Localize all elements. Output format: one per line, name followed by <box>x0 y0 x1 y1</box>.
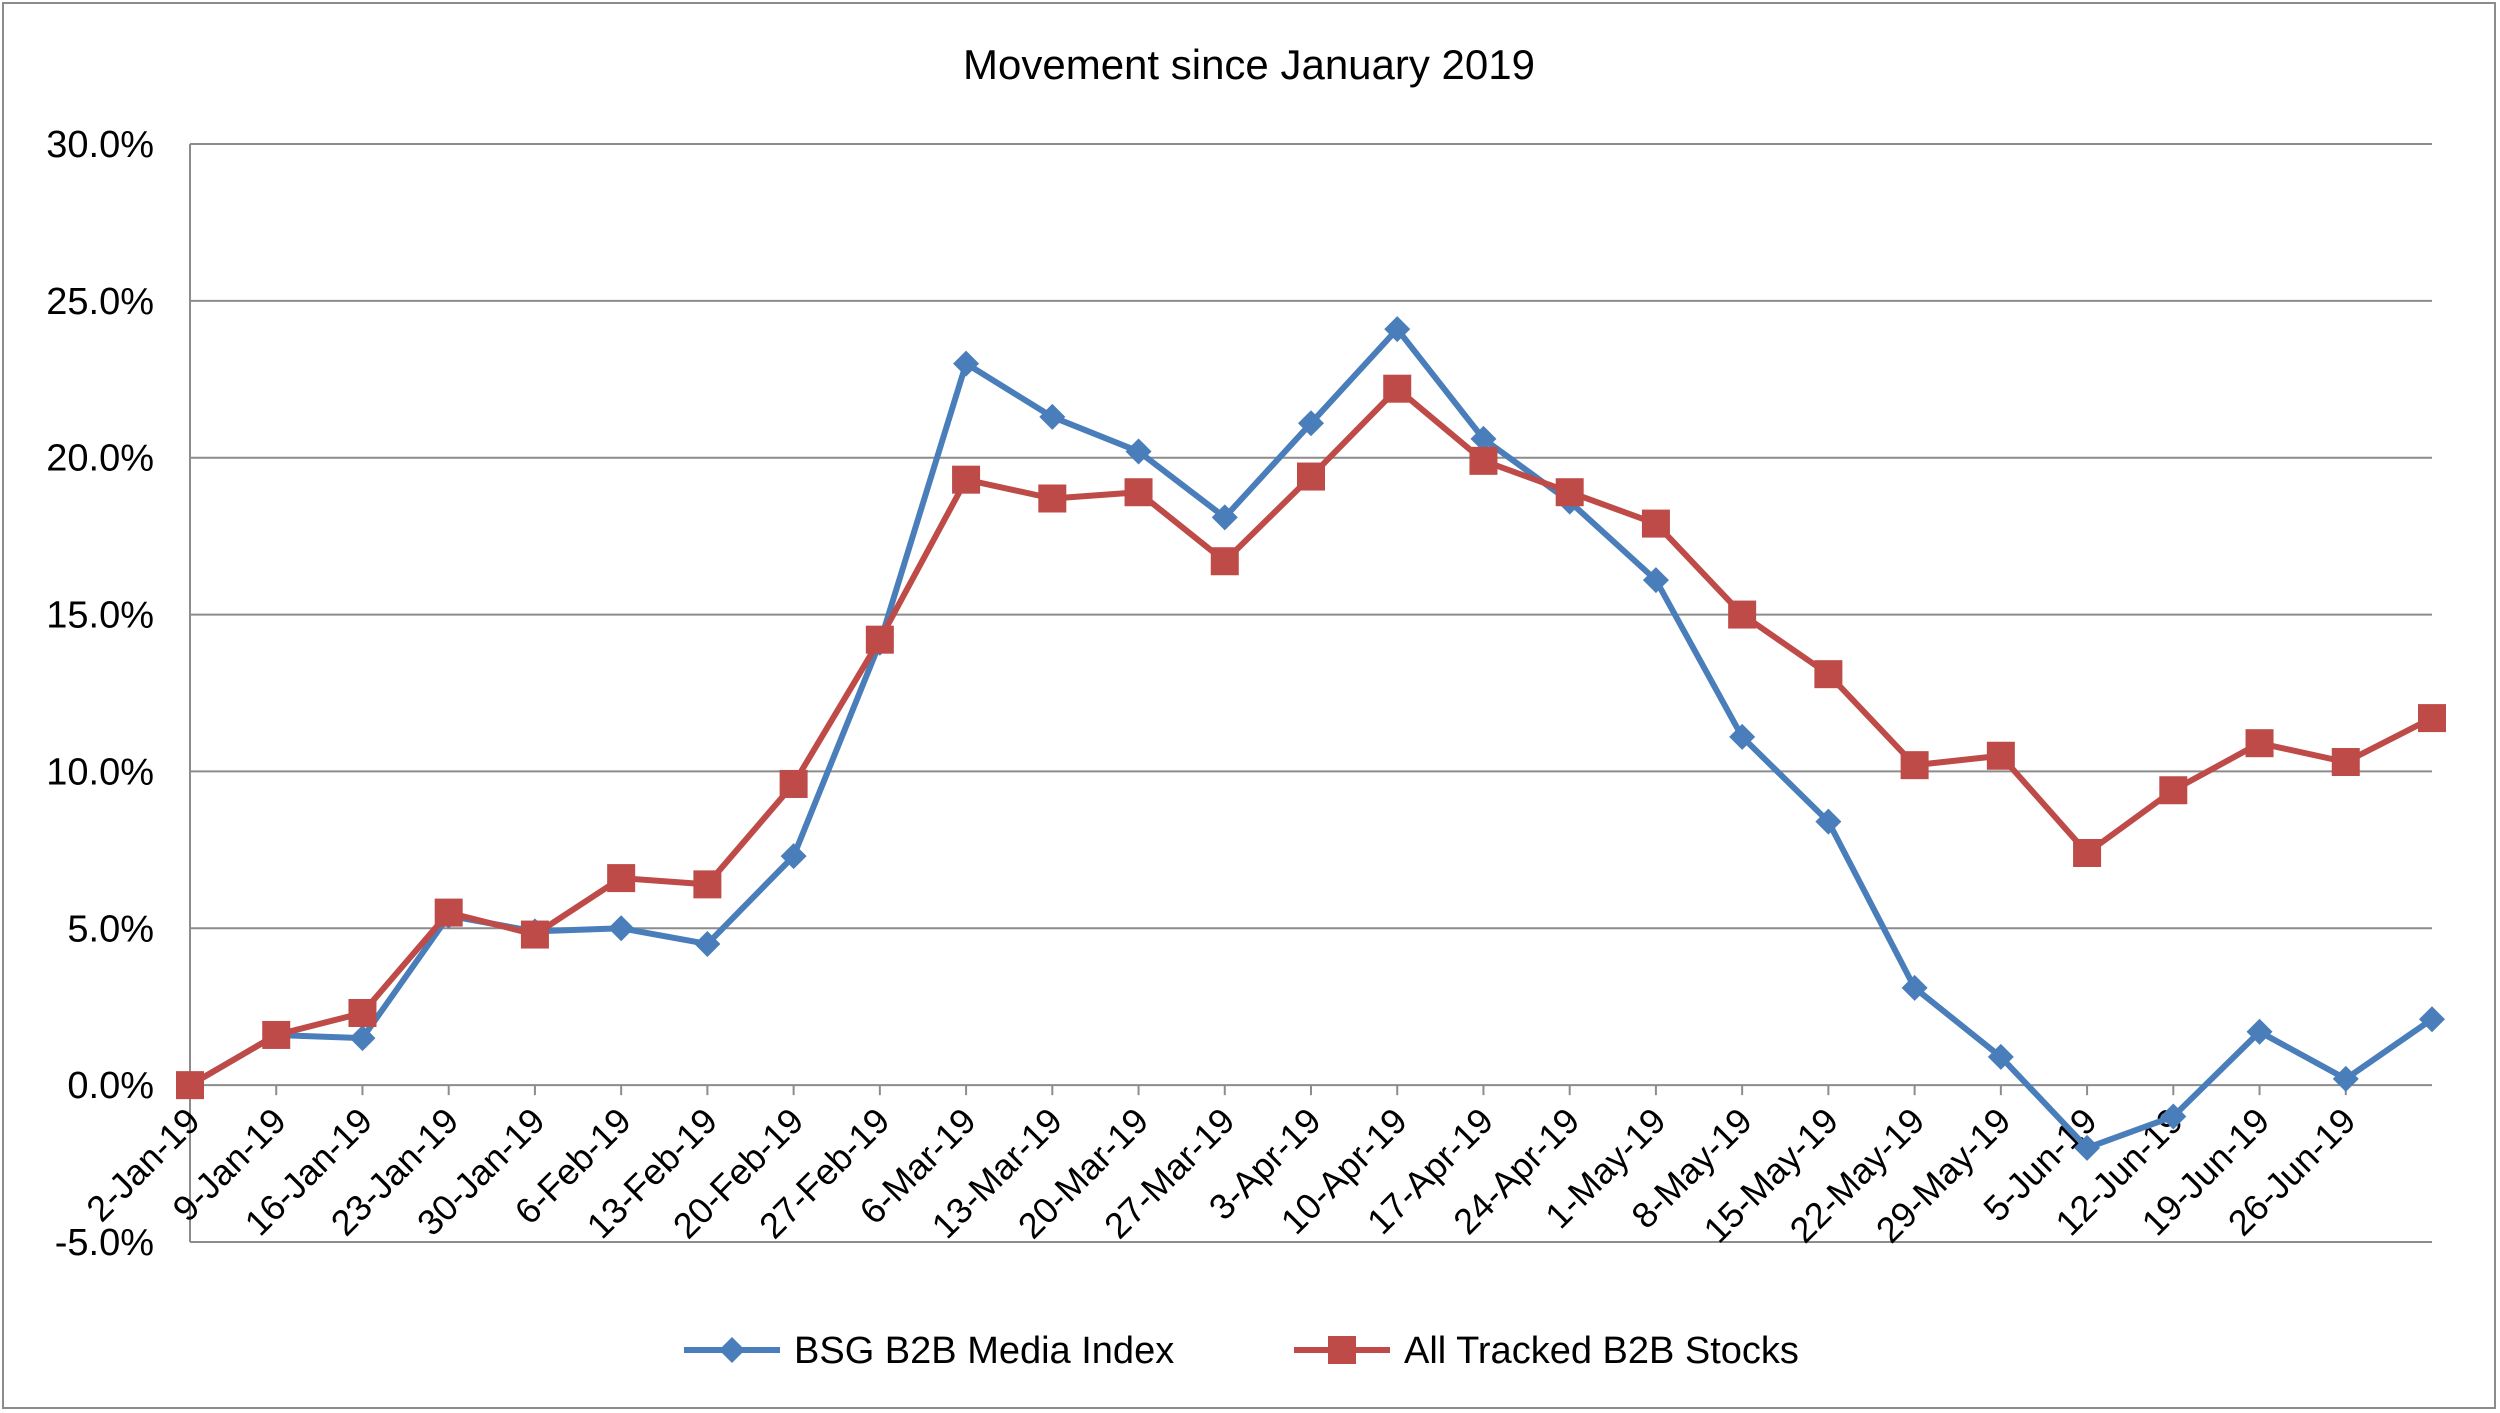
data-point-diamond <box>2074 1134 2101 1161</box>
data-point-diamond <box>1729 723 1756 750</box>
data-point-diamond <box>2332 1065 2359 1092</box>
y-tick-label: 15.0% <box>46 595 154 637</box>
data-point-square <box>1469 446 1498 475</box>
legend-diamond-marker <box>719 1337 745 1363</box>
data-point-square <box>176 1071 204 1100</box>
data-point-diamond <box>694 930 721 957</box>
data-point-square <box>1038 484 1067 513</box>
data-point-square <box>2331 748 2360 777</box>
series-lines <box>176 316 2446 1161</box>
data-point-square <box>1814 660 1843 689</box>
data-point-square <box>1728 600 1757 629</box>
y-tick-label: 5.0% <box>67 908 154 950</box>
data-point-square <box>434 898 463 927</box>
data-point-square <box>865 625 894 654</box>
data-point-diamond <box>1470 425 1497 452</box>
data-point-square <box>1900 751 1929 780</box>
data-point-square <box>262 1020 291 1049</box>
data-point-square <box>952 465 981 494</box>
data-point-diamond <box>1125 438 1152 465</box>
data-point-diamond <box>780 843 807 870</box>
legend-item: BSG B2B Media Index <box>684 1330 1174 1372</box>
data-point-diamond <box>1642 567 1669 594</box>
line-chart: Movement since January 2019 -5.0% 0.0% 5.0… <box>46 41 2446 1372</box>
legend-label: BSG B2B Media Index <box>794 1330 1174 1372</box>
y-tick-label: 25.0% <box>46 281 154 323</box>
legend-label: All Tracked B2B Stocks <box>1404 1330 1799 1372</box>
y-tick-label: 0.0% <box>67 1065 154 1107</box>
data-point-diamond <box>953 350 980 377</box>
data-point-square <box>520 920 549 949</box>
legend-square-marker <box>1328 1336 1356 1364</box>
legend-item: All Tracked B2B Stocks <box>1294 1330 1799 1372</box>
data-point-square <box>1383 374 1412 403</box>
x-axis-ticks: 2-Jan-199-Jan-1916-Jan-1923-Jan-1930-Jan… <box>78 1085 2363 1250</box>
data-point-diamond <box>1815 808 1842 835</box>
data-point-square <box>1555 478 1584 507</box>
y-tick-label: 30.0% <box>46 124 154 166</box>
data-point-diamond <box>2419 1006 2445 1033</box>
data-point-diamond <box>1384 316 1411 343</box>
data-point-diamond <box>1987 1043 2014 1070</box>
data-point-square <box>2418 704 2446 733</box>
data-point-square <box>693 870 722 899</box>
y-tick-label: 20.0% <box>46 438 154 480</box>
data-point-diamond <box>1211 504 1238 531</box>
data-point-diamond <box>2160 1103 2187 1130</box>
series-bsg-b2b-media-index <box>177 316 2445 1161</box>
data-point-square <box>1124 478 1153 507</box>
data-point-diamond <box>1039 403 1066 430</box>
data-point-square <box>2245 729 2274 758</box>
data-point-square <box>1210 547 1239 576</box>
gridlines <box>189 143 2432 1243</box>
data-point-square <box>1986 741 2015 770</box>
y-tick-label: 10.0% <box>46 751 154 793</box>
data-point-square <box>2073 838 2102 867</box>
data-point-diamond <box>2246 1018 2273 1045</box>
data-point-square <box>1641 509 1670 538</box>
series-line <box>188 385 2434 1088</box>
data-point-square <box>1297 462 1325 491</box>
series-line <box>188 326 2434 1151</box>
data-point-square <box>2159 776 2188 805</box>
data-point-square <box>779 769 808 798</box>
data-point-diamond <box>1298 410 1324 437</box>
series-all-tracked-b2b-stocks <box>176 374 2446 1100</box>
y-tick-label: -5.0% <box>55 1222 154 1264</box>
data-point-diamond <box>1901 974 1928 1001</box>
data-point-diamond <box>608 915 635 942</box>
data-point-square <box>348 998 377 1027</box>
data-point-square <box>607 864 636 893</box>
legend: BSG B2B Media Index All Tracked B2B Stock… <box>684 1330 1799 1372</box>
y-axis-ticks: -5.0% 0.0% 5.0% 10.0% 15.0% 20.0% 25.0% 30.0% <box>46 124 154 1264</box>
data-point-diamond <box>349 1025 376 1052</box>
chart-title: Movement since January 2019 <box>963 41 1535 88</box>
